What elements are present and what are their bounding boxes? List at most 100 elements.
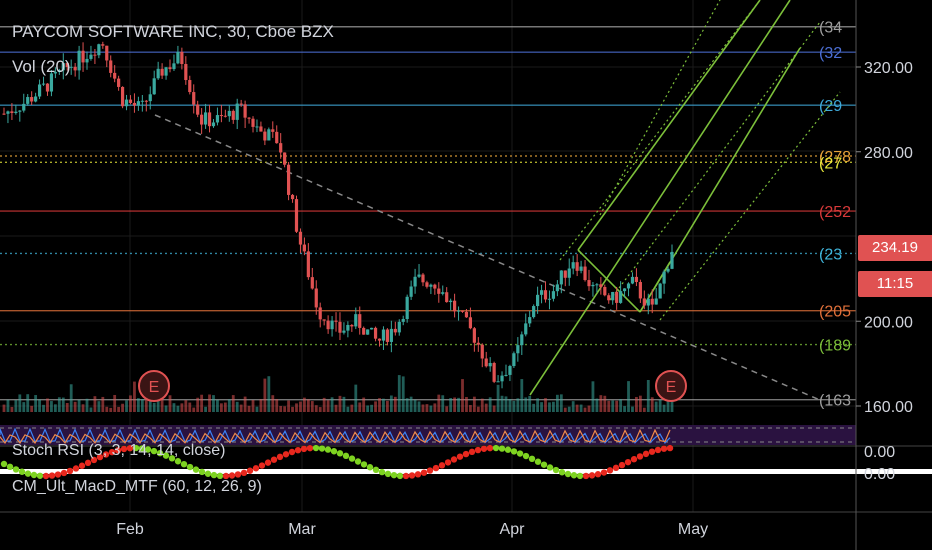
fib-level-label: (34 xyxy=(819,20,842,37)
candle-body xyxy=(41,83,46,85)
volume-bar xyxy=(476,406,480,412)
earnings-marker xyxy=(138,370,170,402)
volume-bar xyxy=(204,406,207,412)
macd-dot xyxy=(606,467,614,474)
candle-body xyxy=(267,129,271,141)
time-axis[interactable]: Feb Mar Apr May xyxy=(116,521,708,538)
volume-bar xyxy=(168,395,172,412)
candle-body xyxy=(57,70,61,73)
candle-body xyxy=(22,103,26,111)
candle-body xyxy=(583,266,587,281)
descending-trendline xyxy=(154,114,821,401)
macd-dot xyxy=(426,467,434,474)
volume-bar xyxy=(627,381,630,412)
candle-body xyxy=(630,276,635,284)
macd-dot xyxy=(636,453,644,460)
volume-bar xyxy=(382,398,385,412)
candle-body xyxy=(354,314,358,327)
volume-bar xyxy=(472,396,476,412)
stoch-rsi-legend[interactable]: Stoch RSI (3, 3, 14, 14, close) xyxy=(12,442,226,459)
volume-bar xyxy=(378,398,381,412)
candle-body xyxy=(65,63,69,68)
volume-bar xyxy=(330,397,334,412)
candle-body xyxy=(516,345,520,354)
price-tick-label: 320.00 xyxy=(864,60,913,77)
volume-bar xyxy=(520,379,524,412)
volume-legend[interactable]: Vol (20) xyxy=(12,57,71,76)
volume-bar xyxy=(227,399,231,412)
macd-dot xyxy=(96,453,104,461)
macd-dot xyxy=(618,461,626,469)
volume-bar xyxy=(524,397,528,412)
candle-body xyxy=(615,291,619,303)
volume-bar xyxy=(421,404,425,412)
volume-bar xyxy=(512,400,516,412)
macd-dot xyxy=(462,450,470,458)
candle-body xyxy=(49,73,54,92)
candle-body xyxy=(334,320,338,322)
candle-body xyxy=(670,251,674,269)
channel-line xyxy=(659,91,841,321)
macd-dot xyxy=(222,472,230,480)
volume-bar xyxy=(121,403,124,412)
volume-bar xyxy=(405,398,409,412)
candle-body xyxy=(227,110,231,117)
candle-body xyxy=(476,342,480,345)
macd-dot xyxy=(258,462,266,469)
volume-bar xyxy=(544,398,547,412)
volume-bar xyxy=(346,406,350,412)
candle-body xyxy=(196,104,200,115)
volume-bar xyxy=(465,396,468,412)
candle-body xyxy=(251,118,255,127)
volume-bar xyxy=(536,398,540,412)
volume-bar xyxy=(200,394,204,412)
macd-dot xyxy=(180,460,188,468)
candle-body xyxy=(484,358,488,367)
volume-bar xyxy=(322,397,326,412)
volume-bar xyxy=(283,406,287,412)
channel-line xyxy=(529,0,791,396)
volume-bar xyxy=(516,398,520,412)
candle-body xyxy=(366,329,370,335)
volume-bar xyxy=(532,403,536,412)
volume-bar xyxy=(449,398,453,412)
macd-dot xyxy=(516,450,524,457)
candle-body xyxy=(389,328,393,342)
fib-level-label: (27 xyxy=(819,155,842,172)
macd-dot xyxy=(624,458,632,466)
volume-bar xyxy=(599,395,603,412)
volume-bar xyxy=(172,403,176,412)
volume-bar xyxy=(223,402,227,412)
volume-bar xyxy=(81,404,85,412)
candle-body xyxy=(619,291,623,303)
volume-bar xyxy=(34,395,38,412)
volume-bar xyxy=(42,404,45,412)
symbol-title[interactable]: PAYCOM SOFTWARE INC, 30, Cboe BZX xyxy=(12,22,334,41)
volume-bar xyxy=(140,399,144,412)
candle-body xyxy=(539,290,544,295)
candle-body xyxy=(524,323,528,335)
candle-body xyxy=(30,97,34,102)
macd-dot xyxy=(72,465,80,472)
macd-dot xyxy=(558,469,566,476)
macd-dot xyxy=(36,472,44,479)
volume-bar xyxy=(231,395,235,412)
macd-dot xyxy=(192,466,200,473)
fib-level-label: (278 xyxy=(819,149,851,166)
volume-bar xyxy=(156,398,160,412)
volume-bar xyxy=(658,399,662,412)
candle-body xyxy=(662,271,666,284)
candle-body xyxy=(567,268,571,278)
macd-dot xyxy=(570,472,578,479)
macd-dot xyxy=(60,469,68,477)
price-axis[interactable]: 320.00 280.00 200.00 160.00 0.00 0.00 xyxy=(855,0,913,550)
candle-body xyxy=(298,231,303,245)
macd-dot xyxy=(228,472,236,479)
candle-body xyxy=(318,307,322,320)
candle-body xyxy=(563,270,567,278)
candle-body xyxy=(247,117,251,119)
macd-legend[interactable]: CM_Ult_MacD_MTF (60, 12, 26, 9) xyxy=(12,478,262,495)
macd-dot xyxy=(534,458,542,465)
